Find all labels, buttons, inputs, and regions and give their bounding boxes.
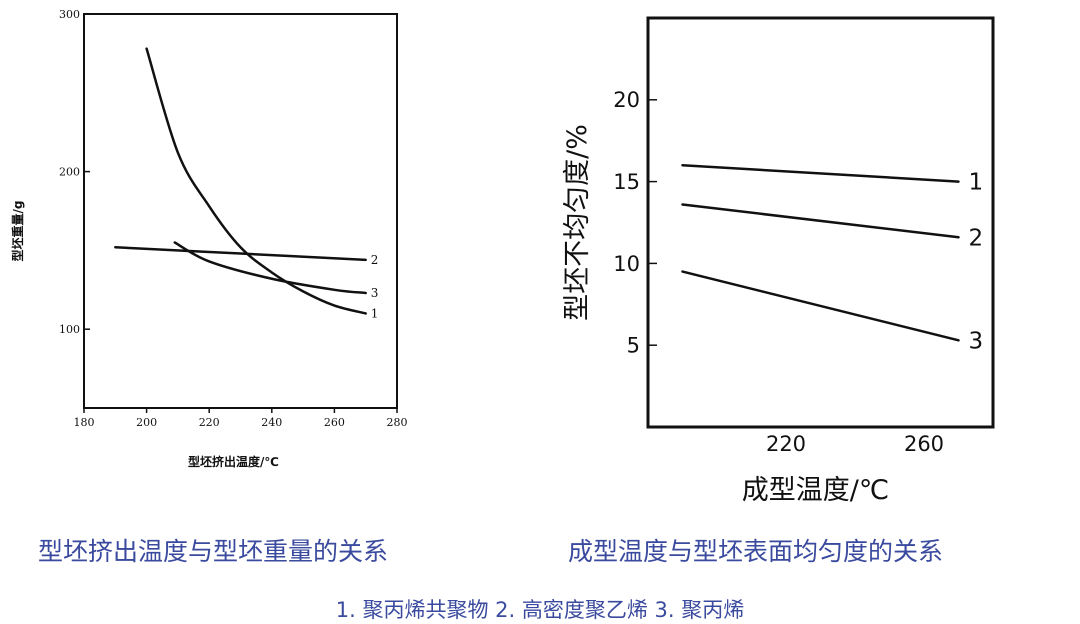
series-3-label: 3 [371, 286, 379, 300]
x-tick-label-200: 200 [136, 416, 157, 429]
x-tick-label-260: 260 [904, 432, 944, 456]
y-tick-label-100: 100 [59, 323, 80, 336]
y-tick-label-300: 300 [59, 8, 80, 21]
y-axis-label: 型坯不均匀度/% [562, 124, 593, 321]
right-chart-caption: 成型温度与型坯表面均匀度的关系 [568, 537, 944, 566]
x-tick-label-180: 180 [74, 416, 95, 429]
series-legend-note: 1. 聚丙烯共聚物 2. 高密度聚乙烯 3. 聚丙烯 [335, 598, 745, 622]
x-tick-label-260: 260 [324, 416, 345, 429]
series-3-line [681, 270, 960, 342]
y-tick-label-5: 5 [627, 334, 640, 358]
series-1-label: 1 [371, 307, 379, 321]
x-axis-label: 型坯挤出温度/℃ [188, 454, 279, 469]
y-axis-label: 型坯重量/g [10, 201, 25, 262]
y-tick-label-10: 10 [613, 252, 640, 276]
plot-frame [83, 13, 398, 409]
x-tick-label-280: 280 [387, 416, 408, 429]
x-tick-label-220: 220 [766, 432, 806, 456]
y-tick-label-20: 20 [613, 88, 640, 112]
series-2-label: 2 [371, 253, 379, 267]
series-2-label: 2 [969, 225, 984, 251]
y-tick-label-15: 15 [613, 170, 640, 194]
x-tick-label-220: 220 [199, 416, 220, 429]
y-tick-label-200: 200 [59, 165, 80, 178]
x-tick-label-240: 240 [261, 416, 282, 429]
series-2-line [114, 245, 367, 262]
series-3-line [173, 241, 367, 295]
series-2-line [681, 203, 960, 239]
series-3-label: 3 [969, 328, 984, 354]
series-1-line [681, 163, 960, 183]
series-1-label: 1 [969, 170, 984, 196]
plot-frame [646, 16, 995, 429]
x-axis-label: 成型温度/℃ [742, 475, 889, 506]
series-1-line [145, 47, 367, 315]
left-chart-caption: 型坯挤出温度与型坯重量的关系 [38, 537, 389, 566]
